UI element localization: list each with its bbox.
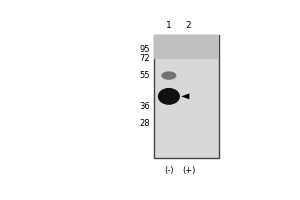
Text: 28: 28 xyxy=(140,119,150,128)
Text: 1: 1 xyxy=(166,21,172,30)
Text: (+): (+) xyxy=(182,166,195,175)
Ellipse shape xyxy=(158,88,180,105)
Bar xyxy=(154,35,219,158)
Text: 55: 55 xyxy=(140,71,150,80)
Text: 95: 95 xyxy=(140,45,150,54)
Text: 2: 2 xyxy=(186,21,191,30)
Ellipse shape xyxy=(161,71,176,80)
Polygon shape xyxy=(181,93,189,99)
Bar xyxy=(154,35,219,59)
Text: (-): (-) xyxy=(164,166,174,175)
Text: 72: 72 xyxy=(140,54,150,63)
Text: 36: 36 xyxy=(140,102,150,111)
